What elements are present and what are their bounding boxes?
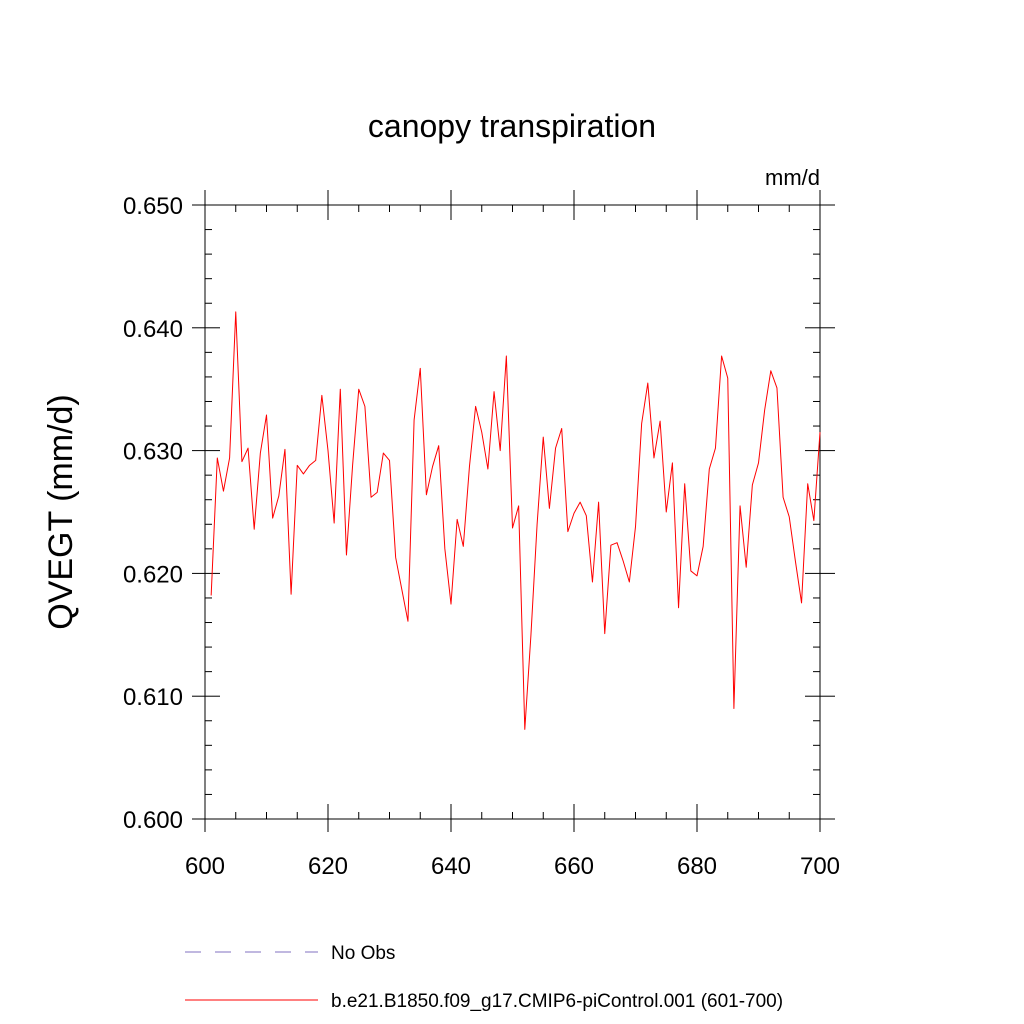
axis-ticks [192, 190, 835, 832]
plot-area [192, 190, 835, 832]
x-tick-label: 660 [554, 853, 594, 880]
y-tick-label: 0.610 [123, 684, 183, 711]
legend-label-1: b.e21.B1850.f09_g17.CMIP6-piControl.001 … [331, 991, 783, 1012]
y-tick-label: 0.600 [123, 807, 183, 834]
x-tick-label: 620 [308, 853, 348, 880]
legend: No Obs b.e21.B1850.f09_g17.CMIP6-piContro… [185, 943, 783, 1012]
x-tick-labels: 600 620 640 660 680 700 [185, 853, 840, 880]
chart-title: canopy transpiration [368, 108, 656, 144]
series-layer [210, 311, 821, 730]
x-tick-label: 640 [431, 853, 471, 880]
legend-label-0: No Obs [331, 943, 395, 964]
plot-frame [204, 204, 821, 820]
y-tick-label: 0.620 [123, 561, 183, 588]
x-tick-label: 680 [677, 853, 717, 880]
units-label: mm/d [765, 165, 820, 190]
x-tick-label: 700 [800, 853, 840, 880]
y-tick-label: 0.630 [123, 439, 183, 466]
y-axis-label: QVEGT (mm/d) [42, 394, 80, 630]
y-tick-label: 0.650 [123, 193, 183, 220]
y-tick-label: 0.640 [123, 316, 183, 343]
y-tick-labels: 0.600 0.610 0.620 0.630 0.640 0.650 [123, 193, 183, 834]
x-tick-label: 600 [185, 853, 225, 880]
series-line-1 [210, 311, 821, 730]
